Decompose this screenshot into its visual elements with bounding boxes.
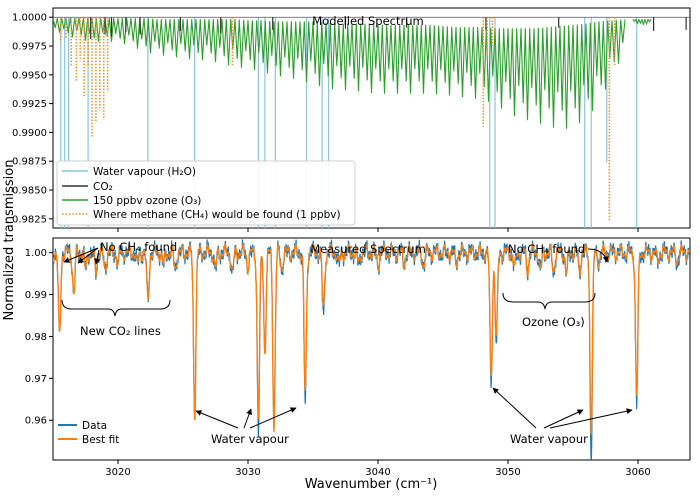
bottom-xtick-label-2: 3040 (365, 467, 390, 478)
y-axis-label: Normalized transmission (2, 160, 17, 321)
top-ytick-label-1: 0.9975 (12, 42, 47, 53)
modelled-spectrum-panel: 1.0000 0.9975 0.9950 0.9925 0.9900 0.9875 0.98… (12, 7, 691, 232)
arrow-water-right-2 (543, 409, 584, 429)
annotation-new-co2: New CO₂ lines (80, 324, 161, 338)
bottom-ytick-label-3: 0.97 (25, 374, 47, 385)
arrow-water-right-3 (549, 408, 633, 429)
x-axis-label: Wavenumber (cm⁻¹) (305, 477, 438, 492)
top-legend-box (56, 160, 356, 226)
arrow-water-left-2 (243, 408, 252, 429)
legend-label-data: Data (82, 420, 107, 432)
arrow-water-left-1 (195, 410, 239, 429)
bottom-ytick-label-2: 0.98 (25, 332, 47, 343)
annotation-ozone: Ozone (O₃) (522, 315, 585, 329)
bottom-plot-frame (52, 237, 691, 461)
arrow-no-ch4-left-3 (94, 249, 101, 265)
legend-label-methane: Where methane (CH₄) would be found (1 pp… (93, 209, 341, 221)
top-legend: Water vapour (H₂O) CO₂ 150 ppbv ozone (O… (56, 160, 356, 226)
measured-spectrum-panel: 1.00 0.99 0.98 0.97 0.96 3020 3030 3040 3050 3060… (25, 237, 691, 478)
brace-ozone (502, 292, 596, 310)
bottom-xtick-label-4: 3060 (625, 467, 650, 478)
best-fit-line (53, 242, 690, 435)
bottom-xtick-label-3: 3050 (495, 467, 520, 478)
annotation-water-right: Water vapour (510, 432, 588, 446)
bottom-xtick-label-0: 3020 (105, 467, 130, 478)
arrow-no-ch4-left-2 (77, 247, 99, 264)
arrow-no-ch4-left-1 (63, 247, 99, 263)
top-ytick-label-5: 0.9875 (12, 157, 47, 168)
top-ytick-label-6: 0.9850 (12, 185, 47, 196)
top-ytick-label-0: 1.0000 (12, 13, 47, 24)
annotation-no-ch4-left: No CH₄ found (100, 240, 177, 254)
bottom-xtick-label-1: 3030 (235, 467, 260, 478)
bottom-legend: Data Best fit (58, 420, 119, 446)
arrow-water-left-3 (249, 407, 297, 429)
bottom-ytick-label-4: 0.96 (25, 416, 47, 427)
bottom-ytick-label-1: 0.99 (25, 290, 47, 301)
legend-label-co2: CO₂ (93, 181, 113, 193)
top-ytick-label-7: 0.9825 (12, 214, 47, 225)
brace-new-co2 (61, 299, 171, 317)
arrow-no-ch4-right (587, 248, 609, 263)
ozone-line-0 (53, 17, 626, 129)
bottom-ytick-label-0: 1.00 (25, 248, 47, 259)
legend-label-water: Water vapour (H₂O) (93, 166, 196, 178)
top-panel-title: Modelled Spectrum (312, 14, 423, 28)
bottom-panel-title: Measured Spectrum (310, 242, 426, 256)
annotation-water-left: Water vapour (211, 432, 289, 446)
top-ytick-label-3: 0.9925 (12, 99, 47, 110)
top-ytick-label-2: 0.9950 (12, 70, 47, 81)
legend-label-best-fit: Best fit (82, 434, 119, 446)
legend-label-ozone: 150 ppbv ozone (O₃) (93, 195, 201, 207)
top-ytick-label-4: 0.9900 (12, 128, 47, 139)
annotations (61, 247, 633, 429)
arrow-water-right-1 (492, 387, 537, 429)
ozone-line-1 (632, 18, 652, 26)
annotation-no-ch4-right: No CH₄ found (508, 242, 585, 256)
